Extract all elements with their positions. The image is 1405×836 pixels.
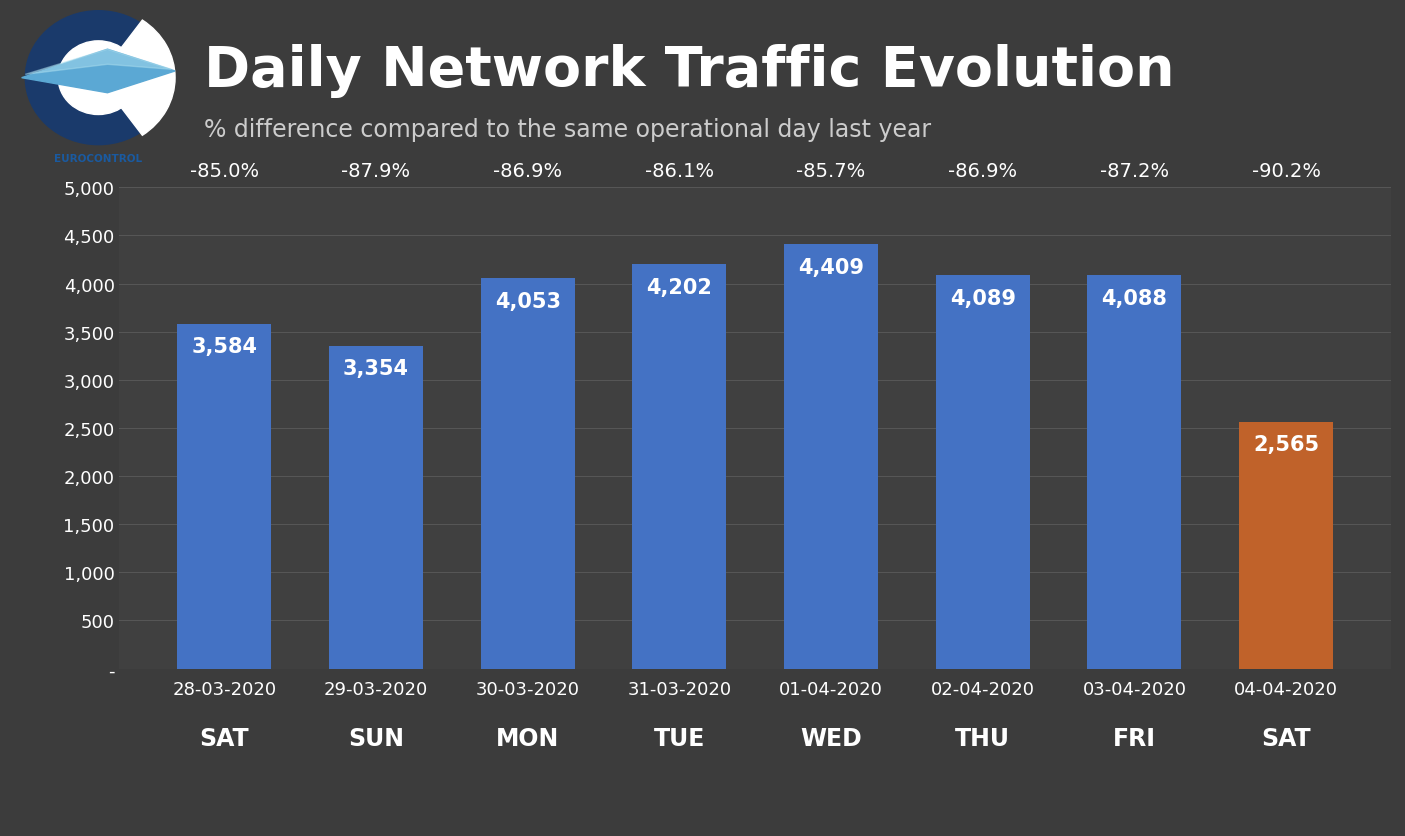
Text: -90.2%: -90.2% bbox=[1252, 161, 1321, 181]
Text: TUE: TUE bbox=[653, 726, 705, 750]
Text: 4,409: 4,409 bbox=[798, 257, 864, 278]
Text: 4,053: 4,053 bbox=[495, 292, 561, 312]
Text: MON: MON bbox=[496, 726, 559, 750]
Bar bbox=[632, 265, 726, 669]
Text: SAT: SAT bbox=[200, 726, 249, 750]
Text: 4,089: 4,089 bbox=[950, 288, 1016, 308]
Bar bbox=[784, 245, 878, 669]
Text: % difference compared to the same operational day last year: % difference compared to the same operat… bbox=[204, 118, 932, 141]
Circle shape bbox=[25, 12, 171, 145]
Polygon shape bbox=[21, 50, 176, 94]
Text: 3,354: 3,354 bbox=[343, 359, 409, 379]
Bar bbox=[177, 324, 271, 669]
Text: -86.9%: -86.9% bbox=[493, 161, 562, 181]
Text: -87.2%: -87.2% bbox=[1100, 161, 1169, 181]
Text: EUROCONTROL: EUROCONTROL bbox=[55, 154, 142, 164]
Text: -85.0%: -85.0% bbox=[190, 161, 259, 181]
Text: -87.9%: -87.9% bbox=[341, 161, 410, 181]
Text: 3,584: 3,584 bbox=[191, 337, 257, 357]
Bar bbox=[329, 346, 423, 669]
Text: WED: WED bbox=[801, 726, 861, 750]
Circle shape bbox=[58, 42, 139, 115]
Text: -86.1%: -86.1% bbox=[645, 161, 714, 181]
Bar bbox=[936, 276, 1030, 669]
Wedge shape bbox=[98, 21, 176, 136]
Text: 4,088: 4,088 bbox=[1102, 288, 1168, 308]
Text: -86.9%: -86.9% bbox=[948, 161, 1017, 181]
Text: SUN: SUN bbox=[348, 726, 405, 750]
Text: FRI: FRI bbox=[1113, 726, 1156, 750]
Bar bbox=[1087, 276, 1182, 669]
Text: 4,202: 4,202 bbox=[646, 278, 712, 298]
Bar bbox=[1239, 422, 1333, 669]
Text: 2,565: 2,565 bbox=[1253, 435, 1319, 455]
Text: Daily Network Traffic Evolution: Daily Network Traffic Evolution bbox=[204, 44, 1175, 98]
Text: SAT: SAT bbox=[1262, 726, 1311, 750]
Bar bbox=[481, 279, 575, 669]
Text: -85.7%: -85.7% bbox=[797, 161, 865, 181]
Text: THU: THU bbox=[955, 726, 1010, 750]
Polygon shape bbox=[25, 50, 171, 75]
